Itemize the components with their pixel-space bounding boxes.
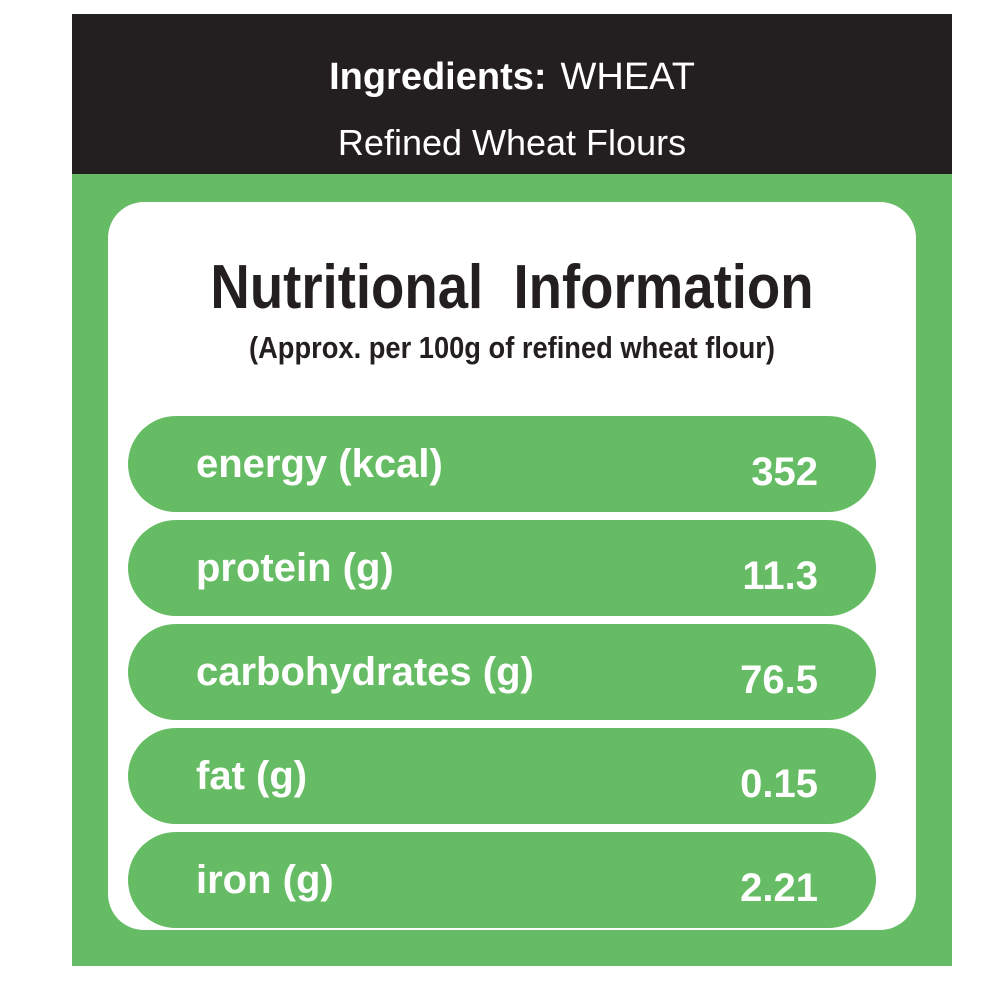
- nutrient-value: 76.5: [740, 658, 818, 702]
- header: Ingredients: WHEAT Refined Wheat Flours: [72, 14, 952, 174]
- ingredients-label: Ingredients:: [329, 56, 547, 98]
- nutrition-row: energy (kcal) 352: [128, 416, 876, 512]
- ingredients-line: Ingredients: WHEAT: [72, 56, 952, 99]
- nutrient-value: 2.21: [740, 866, 818, 910]
- nutrition-row: carbohydrates (g) 76.5: [128, 624, 876, 720]
- nutrition-row: protein (g) 11.3: [128, 520, 876, 616]
- panel-subtitle: (Approx. per 100g of refined wheat flour…: [249, 330, 775, 365]
- nutrient-value: 11.3: [742, 554, 818, 598]
- nutrient-name: carbohydrates (g): [196, 650, 534, 694]
- nutrition-background: Nutritional Information (Approx. per 100…: [72, 174, 952, 966]
- nutrition-row: fat (g) 0.15: [128, 728, 876, 824]
- nutrient-name: iron (g): [196, 858, 334, 902]
- header-subtitle: Refined Wheat Flours: [337, 122, 687, 163]
- panel-title: Nutritional Information: [210, 253, 814, 322]
- nutrition-panel: Nutritional Information (Approx. per 100…: [108, 202, 916, 930]
- ingredient: WHEAT: [560, 56, 695, 98]
- nutrient-name: protein (g): [196, 546, 394, 590]
- nutrient-name: fat (g): [196, 754, 308, 798]
- nutrient-value: 0.15: [740, 762, 818, 806]
- nutrient-value: 352: [751, 450, 818, 494]
- nutrition-row: iron (g) 2.21: [128, 832, 876, 928]
- nutrition-table: energy (kcal) 352 protein (g) 11.3 carbohydr…: [128, 416, 876, 936]
- nutrient-name: energy (kcal): [196, 442, 443, 486]
